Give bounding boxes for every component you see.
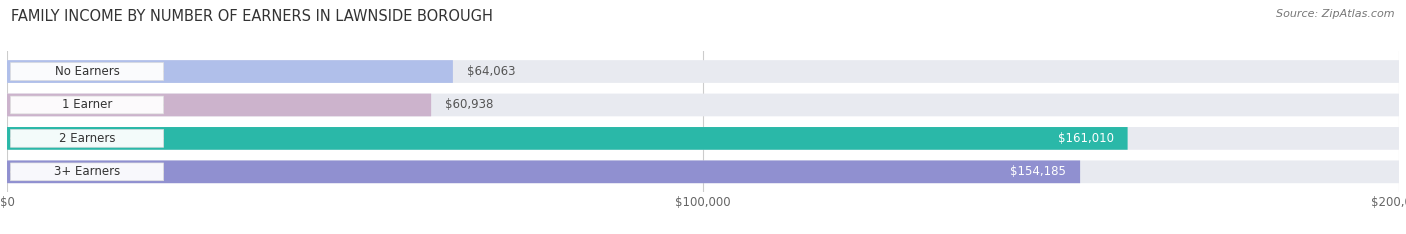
FancyBboxPatch shape	[7, 127, 1128, 150]
FancyBboxPatch shape	[7, 161, 1399, 183]
Text: $154,185: $154,185	[1011, 165, 1066, 178]
Text: 3+ Earners: 3+ Earners	[53, 165, 120, 178]
FancyBboxPatch shape	[10, 163, 163, 181]
Text: $64,063: $64,063	[467, 65, 516, 78]
Text: 2 Earners: 2 Earners	[59, 132, 115, 145]
Text: Source: ZipAtlas.com: Source: ZipAtlas.com	[1277, 9, 1395, 19]
FancyBboxPatch shape	[7, 60, 1399, 83]
FancyBboxPatch shape	[7, 94, 432, 116]
FancyBboxPatch shape	[7, 60, 453, 83]
Text: FAMILY INCOME BY NUMBER OF EARNERS IN LAWNSIDE BOROUGH: FAMILY INCOME BY NUMBER OF EARNERS IN LA…	[11, 9, 494, 24]
FancyBboxPatch shape	[7, 161, 1080, 183]
FancyBboxPatch shape	[7, 127, 1399, 150]
FancyBboxPatch shape	[10, 130, 163, 147]
FancyBboxPatch shape	[10, 63, 163, 80]
Text: 1 Earner: 1 Earner	[62, 99, 112, 111]
Text: No Earners: No Earners	[55, 65, 120, 78]
Text: $60,938: $60,938	[446, 99, 494, 111]
Text: $161,010: $161,010	[1057, 132, 1114, 145]
FancyBboxPatch shape	[10, 96, 163, 114]
FancyBboxPatch shape	[7, 94, 1399, 116]
